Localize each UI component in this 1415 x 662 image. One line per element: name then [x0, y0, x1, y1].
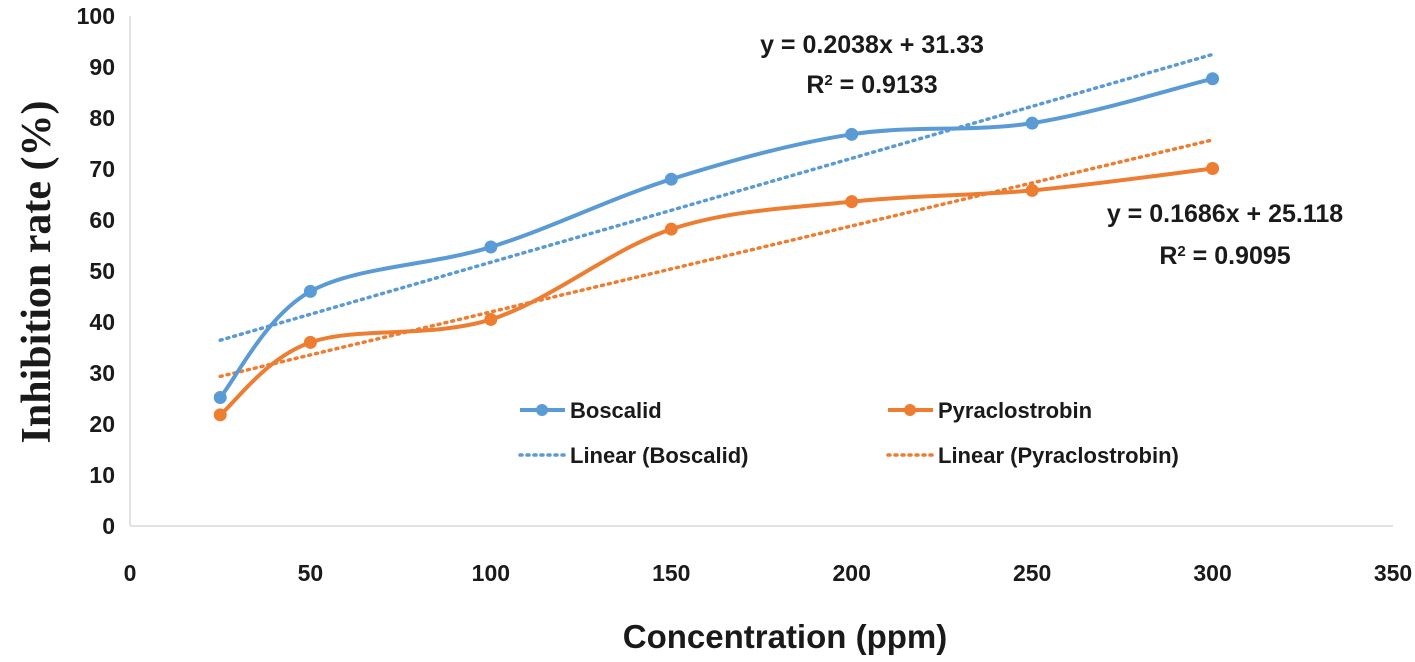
data-point-boscalid [664, 172, 678, 186]
axes: 0 50 100 150 200 250 300 350 0 10 20 30 40 50 60 70 80 90… [77, 3, 1413, 586]
data-point-pyraclostrobin [664, 222, 678, 236]
data-point-pyraclostrobin [303, 335, 317, 349]
x-tick-label: 250 [1013, 560, 1051, 586]
trendline-annotation-pyraclostrobin: y = 0.1686x + 25.118 R2 = 0.9095 [1107, 200, 1343, 270]
data-point-boscalid [303, 284, 317, 298]
legend: Boscalid Pyraclostrobin Linear (Boscalid… [518, 398, 1179, 468]
x-tick-label: 100 [472, 560, 510, 586]
legend-label-boscalid: Boscalid [570, 398, 662, 423]
data-point-pyraclostrobin [1206, 161, 1220, 175]
series-lines [218, 76, 1214, 417]
data-points [213, 72, 1220, 422]
data-point-boscalid [845, 127, 859, 141]
data-point-boscalid [213, 390, 227, 404]
x-tick-label: 300 [1193, 560, 1231, 586]
data-point-boscalid [1206, 72, 1220, 86]
legend-marker-boscalid [536, 404, 548, 416]
trendline-boscalid [218, 52, 1215, 342]
data-point-boscalid [1025, 116, 1039, 130]
y-tick-label: 20 [89, 411, 115, 437]
r-squared-pyraclostrobin: R2 = 0.9095 [1159, 242, 1290, 270]
x-tick-label: 200 [833, 560, 871, 586]
r-squared-boscalid: R2 = 0.9133 [806, 71, 937, 99]
legend-marker-pyraclostrobin [904, 404, 916, 416]
y-tick-label: 60 [89, 207, 115, 233]
trendline-pyraclostrobin [218, 138, 1215, 379]
x-tick-label: 50 [298, 560, 324, 586]
x-tick-label: 350 [1374, 560, 1412, 586]
y-tick-label: 50 [89, 258, 115, 284]
data-point-pyraclostrobin [1025, 183, 1039, 197]
x-axis-title: Concentration (ppm) [623, 618, 947, 655]
legend-label-linear-pyraclostrobin: Linear (Pyraclostrobin) [938, 443, 1179, 468]
y-tick-label: 30 [89, 360, 115, 386]
equation-boscalid: y = 0.2038x + 31.33 [760, 31, 984, 59]
y-axis-title: Inhibition rate (%) [14, 100, 60, 443]
data-point-boscalid [484, 240, 498, 254]
y-tick-label: 10 [89, 462, 115, 488]
y-tick-label: 90 [89, 54, 115, 80]
x-tick-label: 0 [124, 560, 137, 586]
equation-pyraclostrobin: y = 0.1686x + 25.118 [1107, 200, 1343, 228]
data-point-pyraclostrobin [845, 195, 859, 209]
data-point-pyraclostrobin [484, 312, 498, 326]
legend-label-linear-boscalid: Linear (Boscalid) [570, 443, 748, 468]
y-tick-label: 80 [89, 105, 115, 131]
data-point-pyraclostrobin [213, 408, 227, 422]
series-line-pyraclostrobin [218, 166, 1213, 417]
legend-label-pyraclostrobin: Pyraclostrobin [938, 398, 1092, 423]
y-tick-label: 70 [89, 156, 115, 182]
y-tick-label: 0 [102, 513, 115, 539]
y-tick-label: 40 [89, 309, 115, 335]
trendline-annotation-boscalid: y = 0.2038x + 31.33 R2 = 0.9133 [760, 31, 984, 99]
x-tick-label: 150 [652, 560, 690, 586]
y-tick-label: 100 [77, 3, 115, 29]
trendlines [218, 52, 1215, 379]
series-line-boscalid [218, 76, 1214, 399]
